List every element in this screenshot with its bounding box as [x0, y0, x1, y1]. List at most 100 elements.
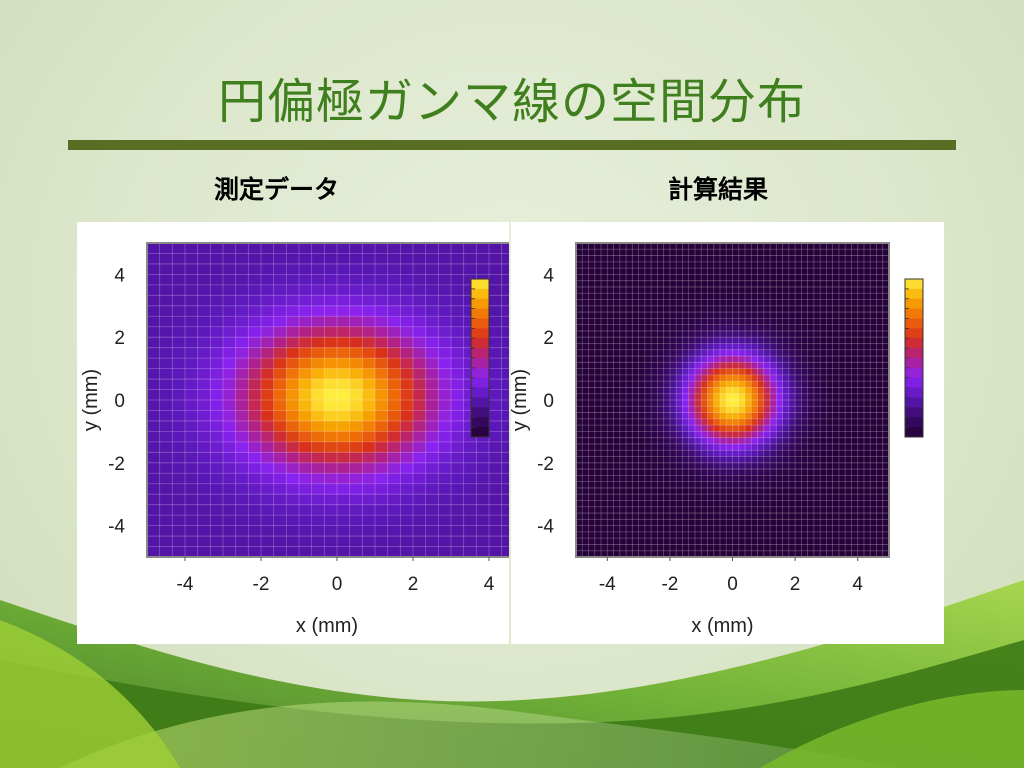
heatmap-cell [763, 538, 771, 545]
heatmap-cell [576, 500, 583, 508]
heatmap-cell [588, 255, 596, 263]
heatmap-cell [719, 550, 727, 558]
heatmap-cell [172, 284, 186, 296]
heatmap-cell [838, 456, 846, 464]
heatmap-cell [607, 469, 614, 476]
heatmap-cell [845, 519, 852, 526]
heatmap-cell [745, 368, 752, 376]
heatmap-cell [663, 393, 671, 401]
heatmap-cell [813, 544, 821, 552]
heatmap-cell [682, 425, 690, 432]
heatmap-cell [757, 343, 765, 351]
heatmap-cell [463, 358, 477, 369]
heatmap-cell [576, 406, 583, 413]
heatmap-cell [626, 243, 633, 250]
heatmap-cell [776, 406, 783, 413]
heatmap-cell [489, 473, 503, 485]
heatmap-cell [210, 410, 224, 422]
heatmap-cell [820, 544, 827, 552]
heatmap-cell [476, 243, 490, 254]
heatmap-cell [425, 274, 439, 286]
heatmap-cell [286, 452, 300, 464]
heatmap-cell [757, 412, 765, 420]
heatmap-cell [588, 249, 596, 256]
heatmap-cell [870, 255, 877, 263]
heatmap-cell [788, 362, 796, 369]
heatmap-cell [619, 261, 627, 269]
heatmap-cell [582, 513, 589, 520]
heatmap-cell [782, 481, 790, 489]
heatmap-cell [147, 305, 161, 317]
heatmap-cell [362, 400, 376, 411]
heatmap-cell [882, 343, 890, 351]
heatmap-cell [726, 462, 733, 470]
heatmap-cell [801, 431, 809, 439]
heatmap-cell [248, 389, 262, 401]
heatmap-cell [832, 400, 840, 407]
heatmap-cell [820, 412, 827, 420]
heatmap-cell [413, 431, 427, 443]
heatmap-cell [451, 473, 465, 485]
heatmap-cell [701, 506, 708, 514]
heatmap-cell [657, 456, 665, 464]
heatmap-cell [688, 274, 696, 282]
x-tick-label: -2 [661, 574, 678, 595]
heatmap-cell [682, 400, 690, 407]
heatmap-cell [172, 389, 186, 401]
heatmap-cell [726, 387, 733, 395]
heatmap-cell [400, 494, 414, 506]
heatmap-cell [400, 462, 414, 474]
heatmap-cell [857, 305, 865, 313]
heatmap-cell [826, 280, 834, 288]
heatmap-cell [644, 356, 652, 363]
heatmap-cell [669, 330, 677, 338]
heatmap-cell [882, 305, 890, 313]
heatmap-cell [857, 550, 865, 558]
heatmap-cell [694, 494, 702, 501]
heatmap-cell [413, 305, 427, 317]
heatmap-cell [694, 268, 702, 275]
heatmap-cell [820, 431, 827, 439]
heatmap-cell [588, 506, 596, 514]
heatmap-cell [682, 494, 690, 501]
heatmap-cell [826, 249, 834, 256]
heatmap-cell [732, 425, 740, 432]
heatmap-cell [273, 263, 287, 275]
heatmap-cell [657, 475, 665, 483]
heatmap-cell [851, 330, 859, 338]
heatmap-cell [607, 544, 614, 552]
heatmap-cell [375, 337, 389, 349]
heatmap-cell [782, 469, 790, 476]
heatmap-cell [738, 330, 746, 338]
heatmap-cell [632, 475, 639, 483]
heatmap-cell [676, 400, 683, 407]
heatmap-cell [688, 506, 696, 514]
heatmap-cell [651, 381, 658, 388]
heatmap-cell [286, 504, 300, 516]
heatmap-cell [159, 316, 173, 328]
heatmap-cell [349, 326, 363, 338]
heatmap-cell [286, 546, 300, 558]
heatmap-cell [851, 268, 859, 275]
heatmap-cell [172, 483, 186, 495]
heatmap-cell [732, 243, 740, 250]
heatmap-cell [870, 368, 877, 376]
heatmap-cell [770, 286, 777, 294]
heatmap-cell [820, 494, 827, 501]
heatmap-cell [588, 519, 596, 526]
heatmap-cell [882, 243, 890, 250]
heatmap-cell [172, 504, 186, 516]
heatmap-cell [619, 525, 627, 533]
heatmap-cell [582, 450, 589, 457]
heatmap-cell [644, 531, 652, 539]
heatmap-cell [619, 487, 627, 495]
heatmap-cell [644, 343, 652, 351]
heatmap-cell [663, 412, 671, 420]
heatmap-cell [838, 425, 846, 432]
heatmap-cell [876, 387, 884, 395]
heatmap-cell [745, 462, 752, 470]
heatmap-cell [607, 356, 614, 363]
colorbar-segment [905, 308, 923, 319]
heatmap-cell [776, 286, 783, 294]
heatmap-cell [349, 504, 363, 516]
